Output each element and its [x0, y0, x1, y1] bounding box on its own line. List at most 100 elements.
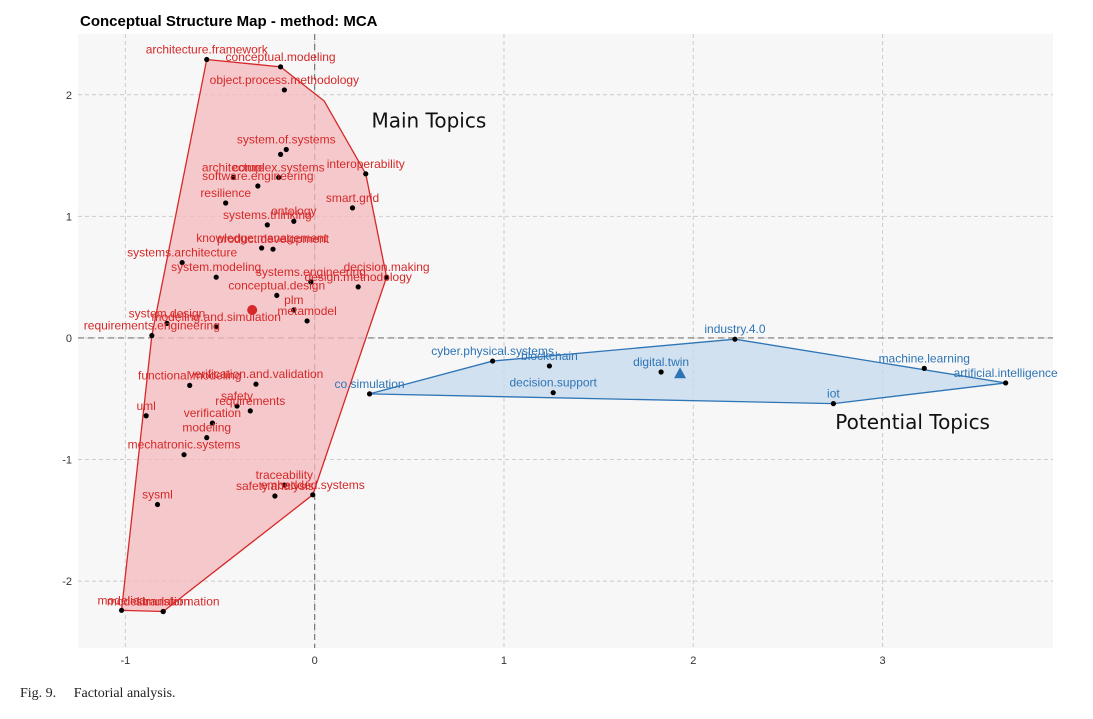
x-tick-label: 1 [501, 655, 507, 667]
point-label: requirements [215, 394, 285, 408]
point-label: co.simulation [335, 377, 405, 391]
point-label: sysml [142, 488, 173, 502]
point-label: iot [827, 387, 840, 401]
data-point [550, 390, 556, 396]
data-point [164, 320, 170, 326]
point-label: plm [284, 293, 303, 307]
data-point [274, 292, 280, 299]
point-label: complex.systems [233, 160, 325, 174]
y-tick-label: 1 [66, 211, 72, 223]
data-point [230, 174, 236, 181]
point-label: conceptual.modeling [226, 50, 336, 64]
point-label: metamodel [277, 304, 336, 318]
y-tick-label: -1 [62, 455, 72, 467]
point-label: decision.making [344, 260, 430, 274]
point-label: modeling.and.simulation [151, 310, 280, 324]
point-label: blockchain [521, 349, 578, 363]
point-label: smart.grid [326, 191, 379, 205]
point-label: uml [136, 399, 155, 413]
data-point [304, 318, 310, 324]
data-points [118, 56, 1009, 615]
point-label: system.modeling [171, 260, 261, 274]
x-tick-label: 3 [880, 655, 886, 667]
point-label: requirements.engineering [84, 319, 220, 333]
cluster-1-centroid [247, 304, 258, 315]
data-point [281, 87, 287, 93]
point-label: resilience [200, 186, 251, 200]
data-point [143, 413, 149, 419]
data-point [264, 222, 270, 228]
point-label: safety.analysis [236, 479, 314, 493]
data-point [732, 336, 738, 342]
cluster-2-centroid [674, 367, 687, 379]
point-label: design.methodology [304, 270, 411, 284]
data-point [209, 420, 216, 426]
data-point [149, 332, 155, 339]
data-point [277, 64, 284, 70]
point-label: machine.learning [879, 351, 970, 365]
data-point [204, 435, 210, 441]
data-point [291, 307, 297, 313]
point-label: safety [221, 389, 253, 403]
data-point [363, 171, 369, 177]
point-label: functional.modeling [138, 368, 241, 382]
data-point [921, 365, 927, 371]
point-label: conceptual.design [228, 278, 325, 292]
point-label: decision.support [509, 376, 597, 390]
chart-title: Conceptual Structure Map - method: MCA [80, 13, 378, 30]
point-label: architecture [202, 160, 265, 174]
data-point [234, 403, 240, 409]
data-point [160, 608, 166, 615]
x-tick-label: 0 [312, 655, 318, 667]
point-label: system.design [129, 306, 206, 320]
data-point [310, 492, 316, 498]
data-point [204, 56, 210, 63]
point-label: embedded.systems [261, 478, 365, 492]
data-point [283, 146, 289, 153]
cluster-annotation: Main Topics [371, 109, 486, 133]
x-tick-label: 2 [690, 655, 696, 667]
data-point [830, 401, 836, 407]
point-label: verification.and.validation [189, 367, 324, 381]
x-tick-label: -1 [120, 655, 130, 667]
data-point [383, 274, 390, 280]
data-point [658, 369, 664, 375]
data-point [277, 151, 284, 157]
point-label: modelica [98, 593, 146, 607]
data-point [270, 246, 276, 252]
point-label: systems.thinking [223, 208, 312, 222]
data-point [276, 174, 282, 181]
point-label: mechatronic.systems [128, 438, 241, 452]
data-point [253, 381, 259, 387]
point-label: verification [184, 406, 241, 420]
point-label: traceability [256, 468, 313, 482]
axis-ticks: -1 0 1 2 3 -2 -1 0 1 2 [62, 90, 885, 667]
data-point [187, 382, 193, 388]
point-label: systems.engineering [256, 265, 366, 279]
point-label: industry.4.0 [704, 322, 765, 336]
data-point [255, 183, 261, 189]
point-label: product.development [217, 232, 330, 246]
point-label: artificial.intelligence [954, 366, 1058, 380]
data-point [281, 482, 287, 488]
data-point [154, 501, 161, 508]
point-label: object.process.methodology [210, 73, 359, 87]
point-label: software.engineering [202, 169, 313, 183]
data-point [355, 284, 361, 290]
point-label: modeling [182, 421, 231, 435]
data-point [259, 245, 265, 251]
data-point [291, 218, 297, 224]
cluster-2-hull [369, 338, 1006, 405]
point-label: system.of.systems [237, 133, 336, 147]
point-labels: architecture.frameworkconceptual.modelin… [84, 43, 1058, 609]
data-point [349, 205, 356, 211]
data-point [272, 493, 278, 499]
figure-number: Fig. 9. [20, 686, 57, 701]
y-tick-label: 2 [66, 90, 72, 102]
cluster-annotation: Potential Topics [835, 410, 990, 434]
data-point [490, 358, 496, 364]
data-point [213, 274, 219, 280]
y-tick-label: -2 [62, 576, 72, 588]
point-label: architecture.framework [146, 43, 269, 57]
cluster-hulls [120, 58, 1006, 613]
